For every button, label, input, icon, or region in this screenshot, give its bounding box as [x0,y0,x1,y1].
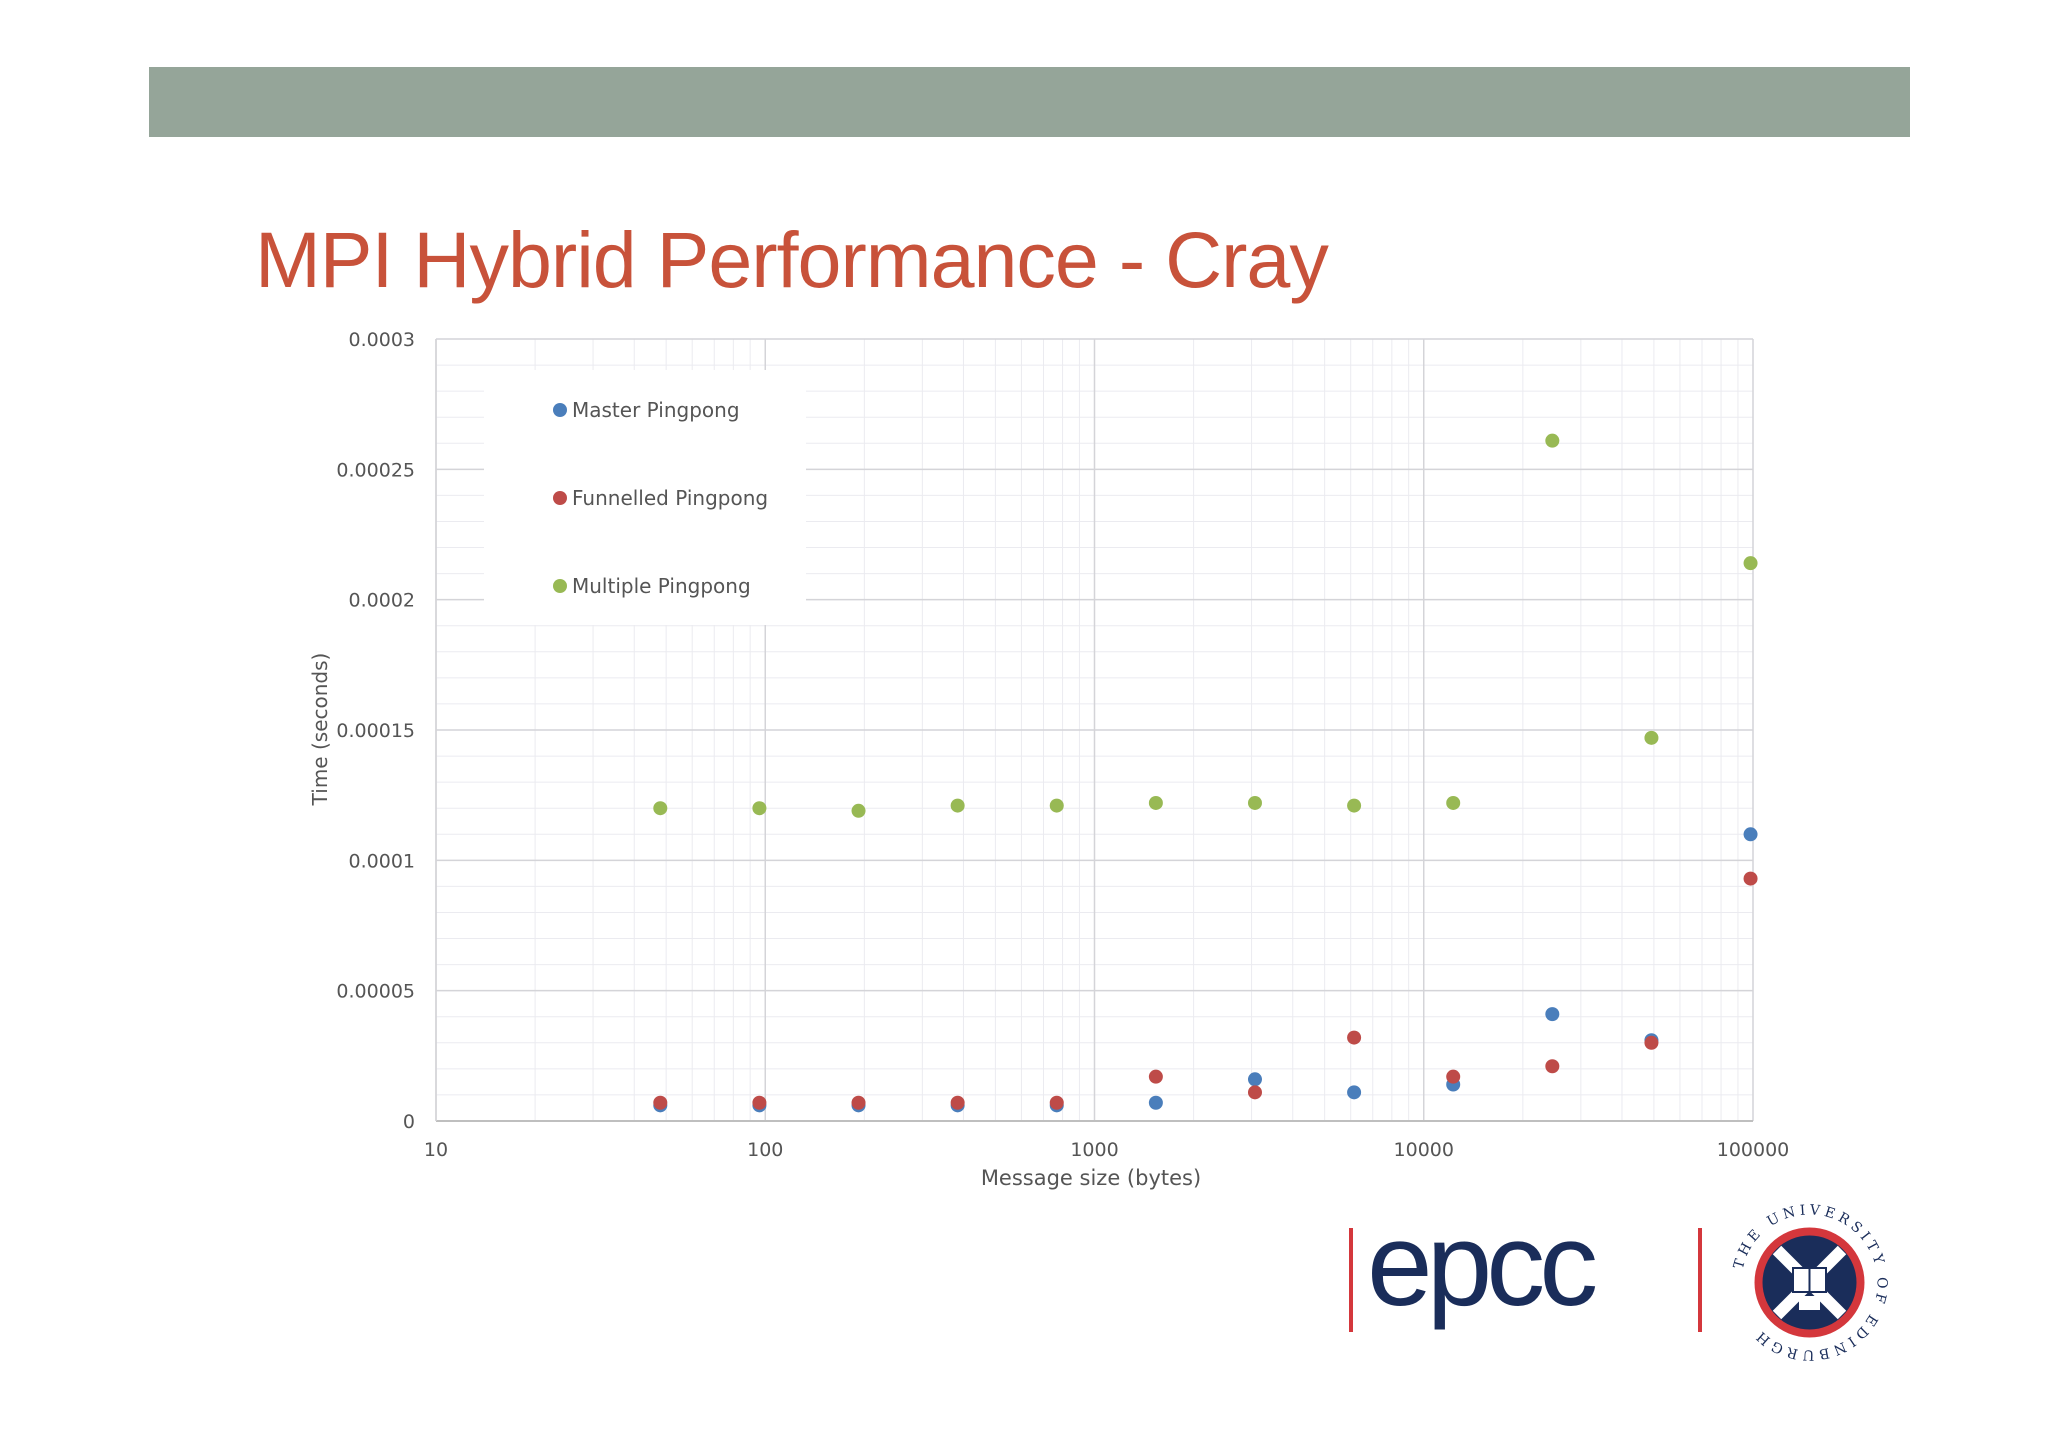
legend: Master Pingpong Funnelled Pingpong Multipl… [484,370,806,625]
seal-castle [1799,1296,1820,1310]
legend-marker-multiple-pingpong [553,579,567,593]
data-point-multiple-pingpong [950,798,965,813]
x-tick-labels: 10 100 1000 10000 100000 [424,1139,1789,1161]
data-point-multiple-pingpong [1347,798,1362,813]
legend-background [484,370,806,625]
data-point-multiple-pingpong [1545,433,1560,448]
data-point-funnelled-pingpong [653,1095,668,1110]
university-seal-logo: THE UNIVERSITY OF EDINBURGH [1731,1202,1886,1363]
x-tick-label: 10 [424,1139,448,1161]
data-point-funnelled-pingpong [1446,1069,1461,1084]
y-tick-labels: 0 0.00005 0.0001 0.00015 0.0002 0.00025 0.0003 [336,329,415,1133]
data-point-funnelled-pingpong [1545,1059,1560,1074]
y-tick-label: 0 [403,1111,415,1133]
y-tick-label: 0.00005 [336,981,415,1003]
data-point-multiple-pingpong [752,801,767,816]
logo-text: epcc [1367,1225,1595,1331]
y-tick-label: 0.00025 [336,459,415,481]
slide-title: MPI Hybrid Performance - Cray [255,215,1329,304]
y-tick-label: 0.0003 [349,329,415,351]
data-point-master-pingpong [1148,1095,1163,1110]
data-point-multiple-pingpong [1446,795,1461,810]
data-point-multiple-pingpong [653,801,668,816]
data-point-funnelled-pingpong [851,1095,866,1110]
data-point-multiple-pingpong [851,803,866,818]
data-point-master-pingpong [1347,1085,1362,1100]
data-point-multiple-pingpong [1743,556,1758,571]
y-tick-label: 0.00015 [336,720,415,742]
y-tick-label: 0.0002 [349,590,415,612]
data-point-funnelled-pingpong [1644,1035,1659,1050]
epcc-logo: epcc [1349,1225,1702,1332]
data-point-funnelled-pingpong [950,1095,965,1110]
x-tick-label: 100 [747,1139,783,1161]
data-point-multiple-pingpong [1049,798,1064,813]
data-point-multiple-pingpong [1148,795,1163,810]
x-tick-label: 10000 [1394,1139,1454,1161]
data-point-funnelled-pingpong [1049,1095,1064,1110]
data-point-funnelled-pingpong [1247,1085,1262,1100]
legend-label-multiple-pingpong: Multiple Pingpong [572,574,751,598]
data-point-multiple-pingpong [1644,730,1659,745]
logo-bar-right [1698,1228,1702,1332]
data-points [653,433,1758,1113]
x-tick-label: 100000 [1717,1139,1790,1161]
legend-marker-funnelled-pingpong [553,491,567,505]
data-point-master-pingpong [1247,1072,1262,1087]
legend-marker-master-pingpong [553,403,567,417]
data-point-funnelled-pingpong [1347,1030,1362,1045]
legend-label-master-pingpong: Master Pingpong [572,398,740,422]
logo-bar-left [1349,1228,1353,1332]
data-point-master-pingpong [1545,1007,1560,1022]
y-tick-label: 0.0001 [349,850,415,872]
data-point-multiple-pingpong [1247,795,1262,810]
x-tick-label: 1000 [1070,1139,1118,1161]
axes [435,339,1753,1122]
data-point-funnelled-pingpong [1148,1069,1163,1084]
x-axis-label: Message size (bytes) [981,1166,1201,1190]
data-point-funnelled-pingpong [1743,871,1758,886]
data-point-funnelled-pingpong [752,1095,767,1110]
header-bar [149,67,1910,137]
y-axis-label: Time (seconds) [308,653,332,807]
legend-label-funnelled-pingpong: Funnelled Pingpong [572,486,768,510]
data-point-master-pingpong [1743,827,1758,842]
